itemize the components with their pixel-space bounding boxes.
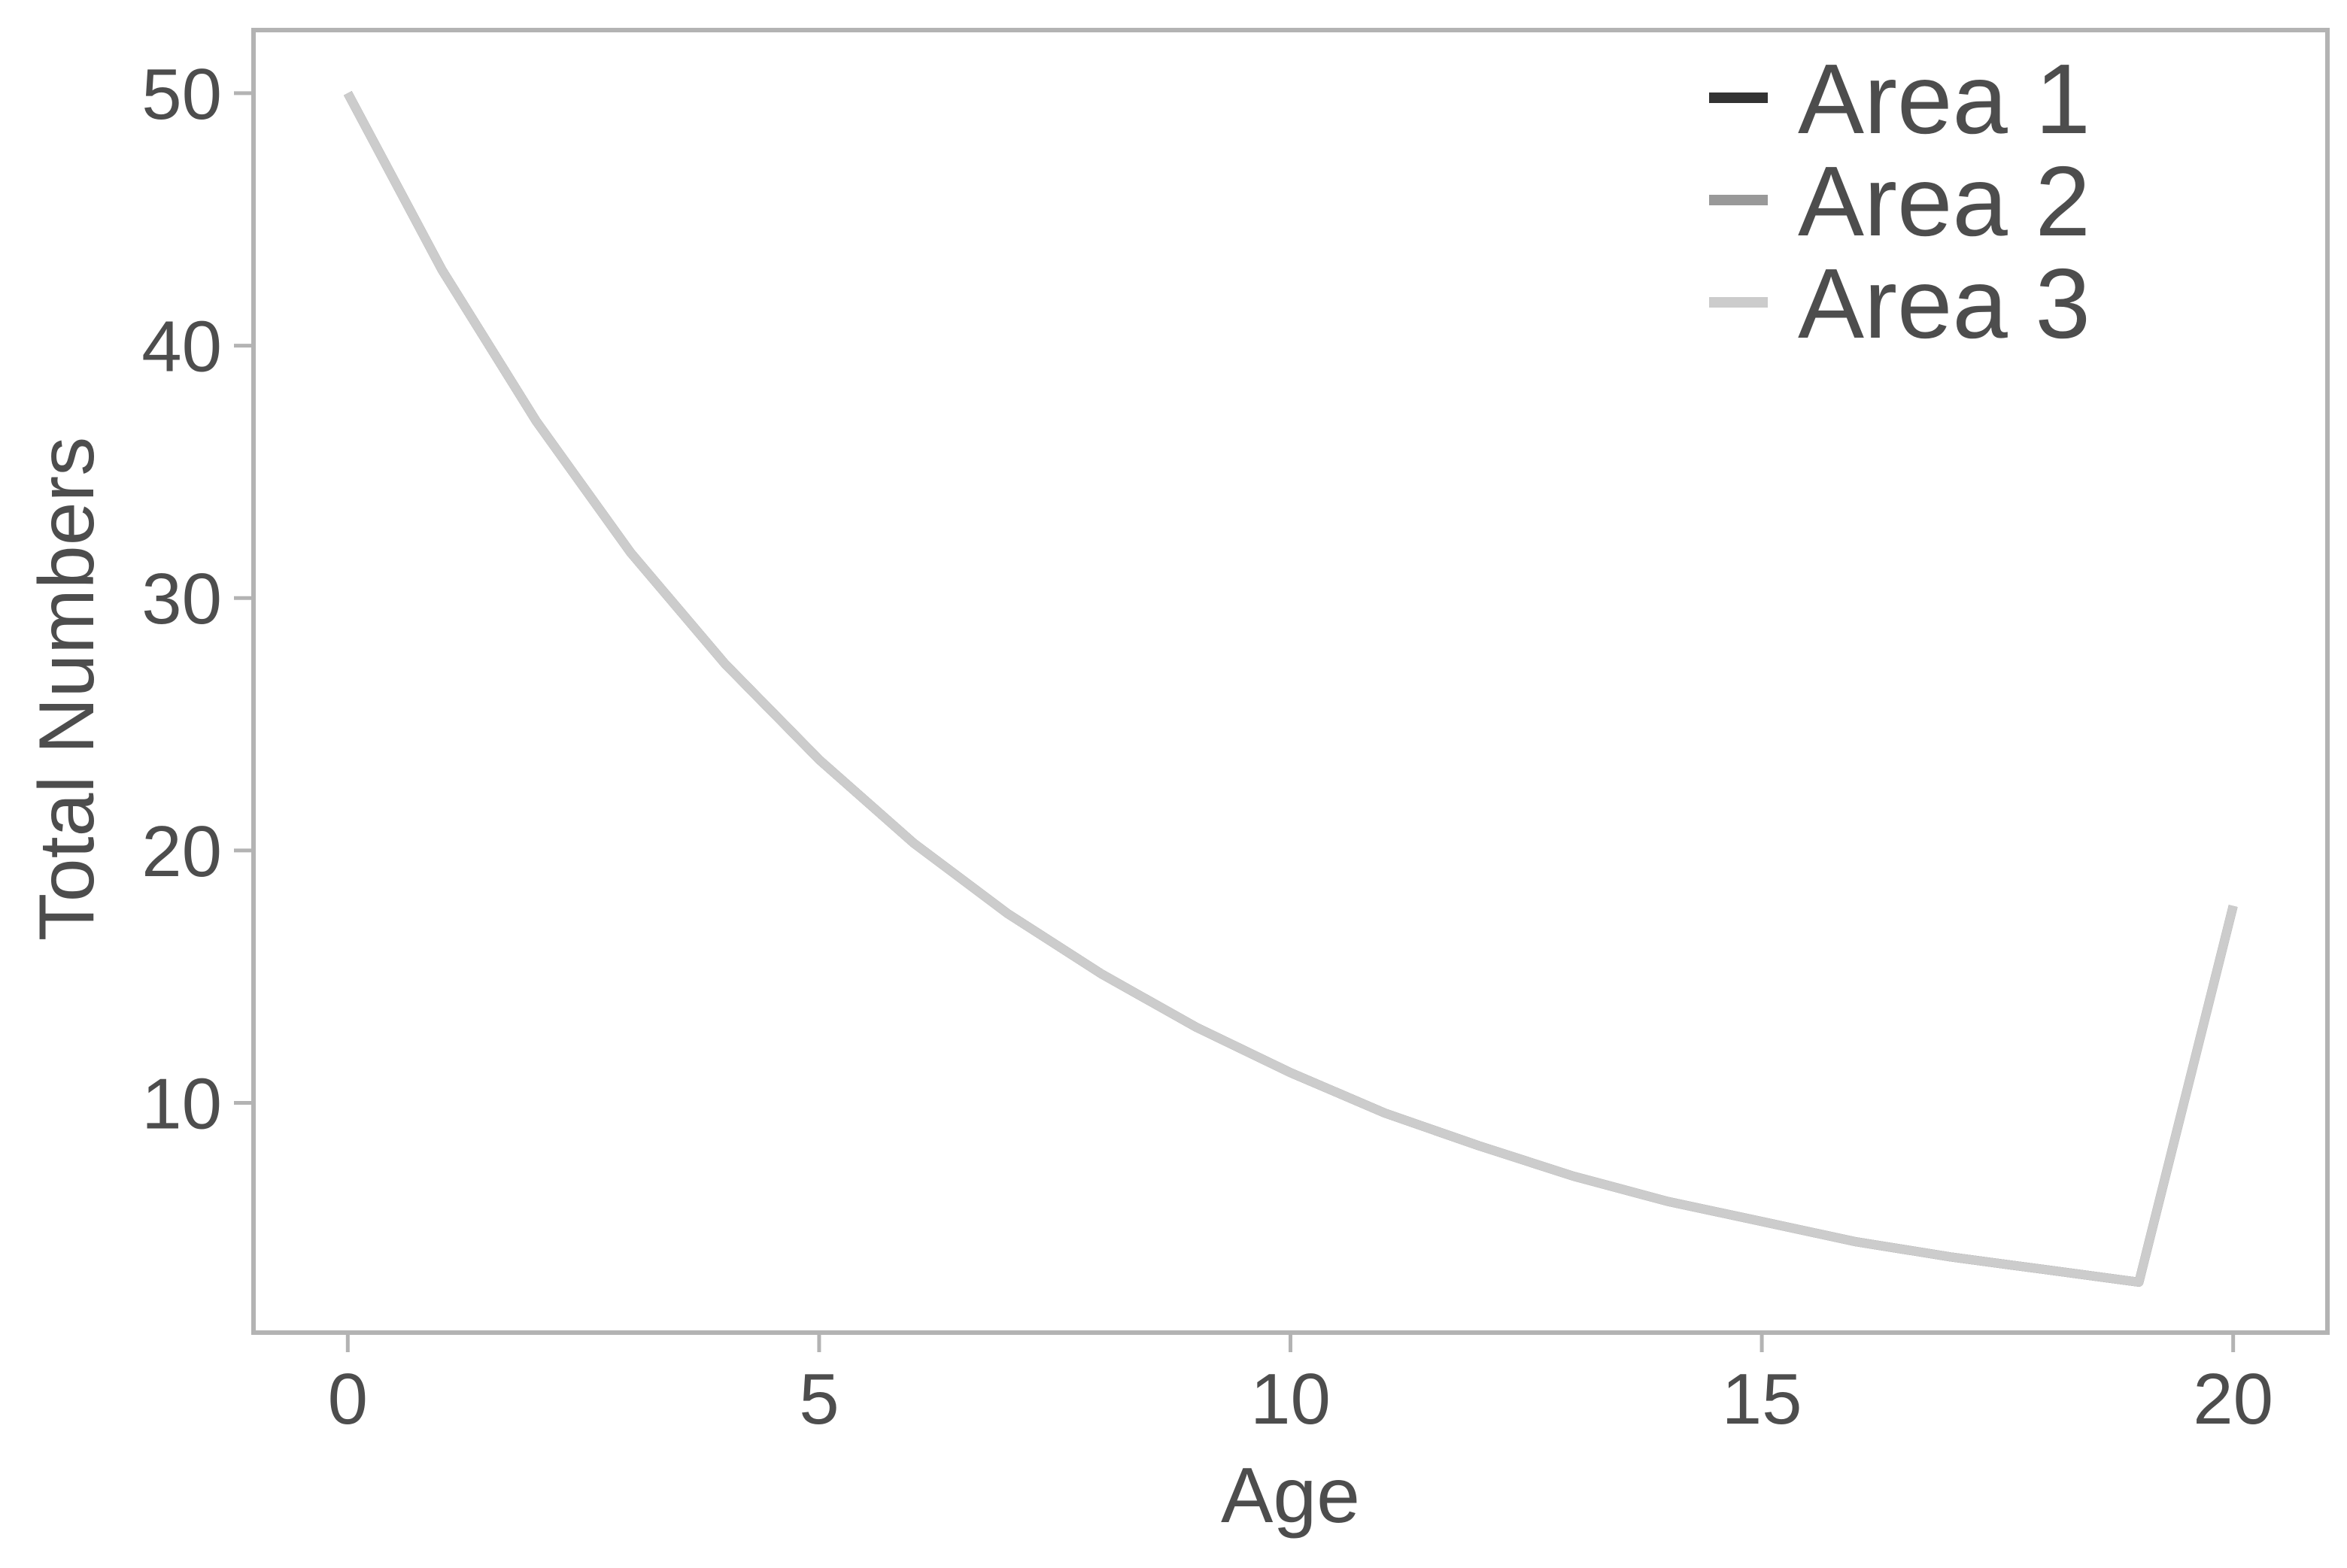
legend-label: Area 2 [1798,146,2090,256]
legend-item-2: Area 2 [1709,146,2090,256]
y-tick-label: 40 [141,307,222,387]
y-tick-label: 10 [141,1064,222,1145]
x-tick-label: 10 [1250,1359,1331,1439]
x-tick-label: 20 [2193,1359,2273,1439]
y-tick-label: 50 [141,54,222,135]
y-tick-label: 30 [141,559,222,639]
legend-item-1: Area 1 [1709,44,2090,154]
axes-layer: 0 5 10 15 20 10 20 30 40 50 [141,54,2273,1439]
x-axis-title: Age [1221,1452,1360,1539]
legend-label: Area 1 [1798,44,2090,154]
legend-label: Area 3 [1798,248,2090,359]
y-axis-title: Total Numbers [23,437,111,941]
y-tick-label: 20 [141,811,222,892]
x-tick-label: 5 [799,1359,839,1439]
x-tick-label: 0 [328,1359,368,1439]
series-line-3 [344,91,2238,1287]
legend-item-3: Area 3 [1709,248,2090,359]
series-layer [344,91,2238,1287]
x-tick-label: 15 [1722,1359,1802,1439]
plot-panel-border [251,28,2330,1335]
